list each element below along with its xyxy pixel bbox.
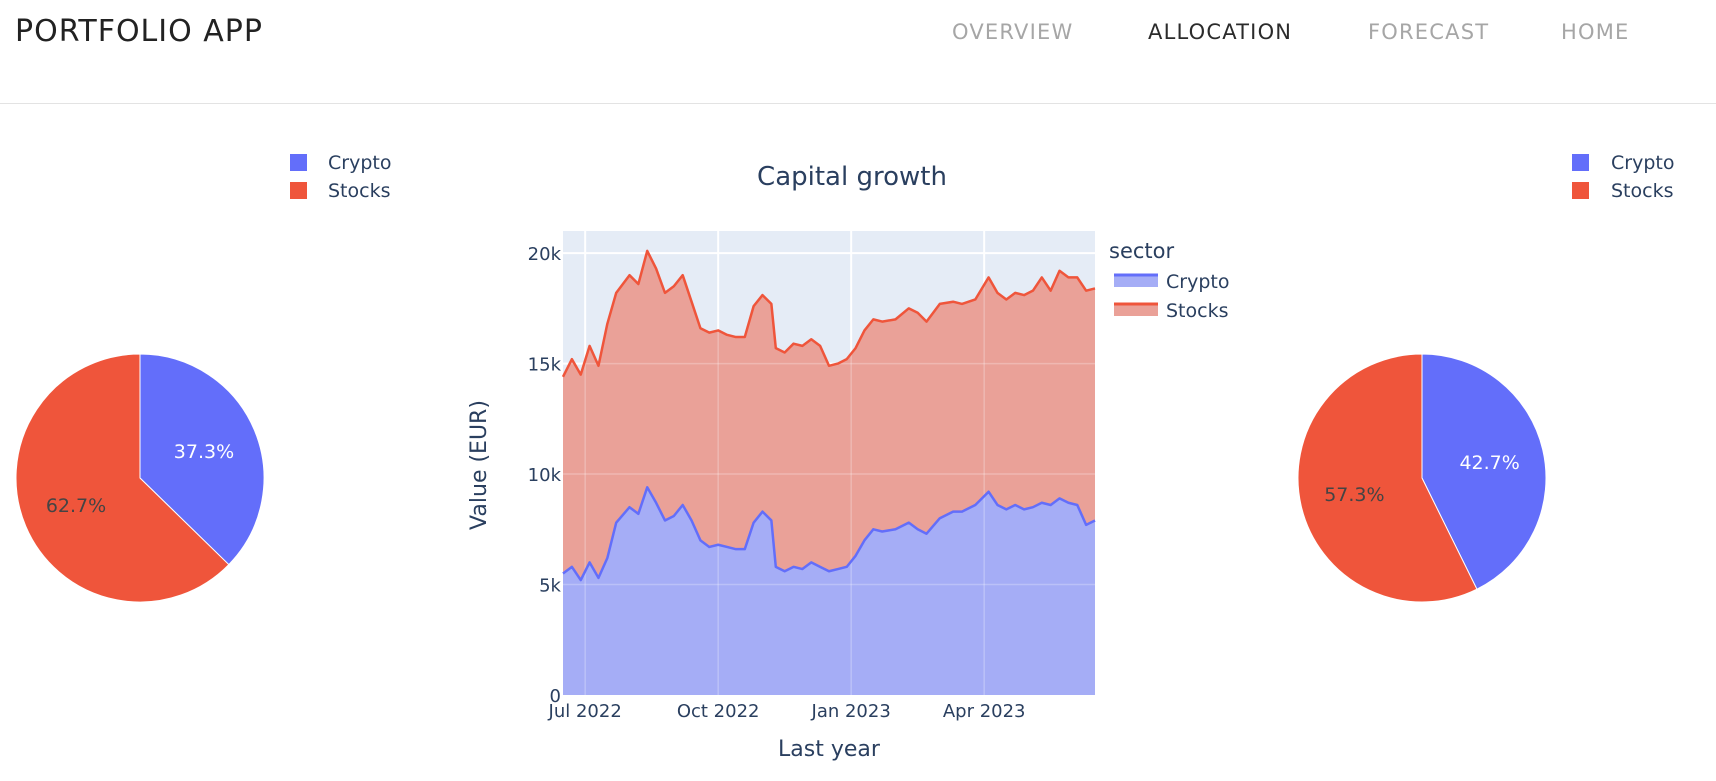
pie-slice-stocks[interactable] [15, 353, 230, 603]
y-tick-label: 0 [550, 686, 561, 707]
legend-stocks-label: Stocks [1166, 300, 1228, 322]
crypto-line[interactable] [562, 486, 1096, 582]
legend-stocks-fill-swatch [1114, 304, 1158, 316]
y-axis-title: Value (EUR) [467, 400, 492, 530]
legend-crypto-swatch [1572, 154, 1589, 171]
x-tick-label: Apr 2023 [943, 701, 1026, 722]
area-chart-title: Capital growth [757, 162, 947, 192]
y-tick-label: 20k [528, 244, 562, 265]
pie-chart-right[interactable]: 42.7% 57.3% [1297, 353, 1547, 603]
navbar: PORTFOLIO APP OVERVIEW ALLOCATION FORECA… [0, 0, 1716, 104]
x-tick-label: Jan 2023 [811, 701, 891, 722]
x-axis-title: Last year [778, 737, 881, 762]
pie-slice-stocks[interactable] [1297, 353, 1478, 603]
x-tick-label: Oct 2022 [677, 701, 760, 722]
area-chart[interactable]: 0 5k 10k 15k 20k Jul 2022 Oct 2022 Jan 2023 Apr … [528, 231, 1096, 722]
legend-stocks-label: Stocks [328, 180, 390, 202]
pie-slice-crypto[interactable] [1421, 353, 1547, 590]
pie-label-stocks: 62.7% [46, 495, 106, 517]
y-tick-label: 15k [528, 355, 562, 376]
legend-stocks-label: Stocks [1611, 180, 1673, 202]
legend-crypto-label: Crypto [1611, 152, 1674, 174]
y-tick-label: 5k [539, 576, 561, 597]
legend-crypto-label: Crypto [328, 152, 391, 174]
right-pie-legend[interactable]: Crypto Stocks [1572, 152, 1674, 202]
stocks-area[interactable] [563, 250, 1095, 581]
left-pie-legend[interactable]: Crypto Stocks [290, 152, 391, 202]
nav-forecast[interactable]: FORECAST [1368, 20, 1490, 44]
legend-stocks-swatch [290, 182, 307, 199]
legend-crypto-fill-swatch [1114, 275, 1158, 287]
legend-crypto-swatch [290, 154, 307, 171]
nav-overview[interactable]: OVERVIEW [952, 20, 1074, 44]
nav-home[interactable]: HOME [1561, 20, 1630, 44]
x-tick-label: Jul 2022 [548, 701, 622, 722]
legend-stocks-swatch [1572, 182, 1589, 199]
stocks-line[interactable] [561, 249, 1096, 378]
pie-label-crypto: 42.7% [1459, 452, 1519, 474]
pie-slice-crypto[interactable] [139, 353, 265, 566]
legend-title: sector [1109, 239, 1174, 263]
charts-area: Crypto Stocks 37.3% 62.7% Crypto Stocks 4… [15, 152, 1674, 762]
pie-chart-left[interactable]: 37.3% 62.7% [15, 353, 265, 603]
app-brand[interactable]: PORTFOLIO APP [15, 14, 263, 49]
area-chart-legend[interactable]: sector Crypto Stocks [1109, 239, 1229, 322]
y-tick-label: 10k [528, 465, 562, 486]
pie-label-stocks: 57.3% [1324, 484, 1384, 506]
crypto-area[interactable] [563, 487, 1095, 695]
legend-crypto-label: Crypto [1166, 271, 1229, 293]
nav-allocation[interactable]: ALLOCATION [1148, 20, 1293, 44]
pie-label-crypto: 37.3% [174, 441, 234, 463]
